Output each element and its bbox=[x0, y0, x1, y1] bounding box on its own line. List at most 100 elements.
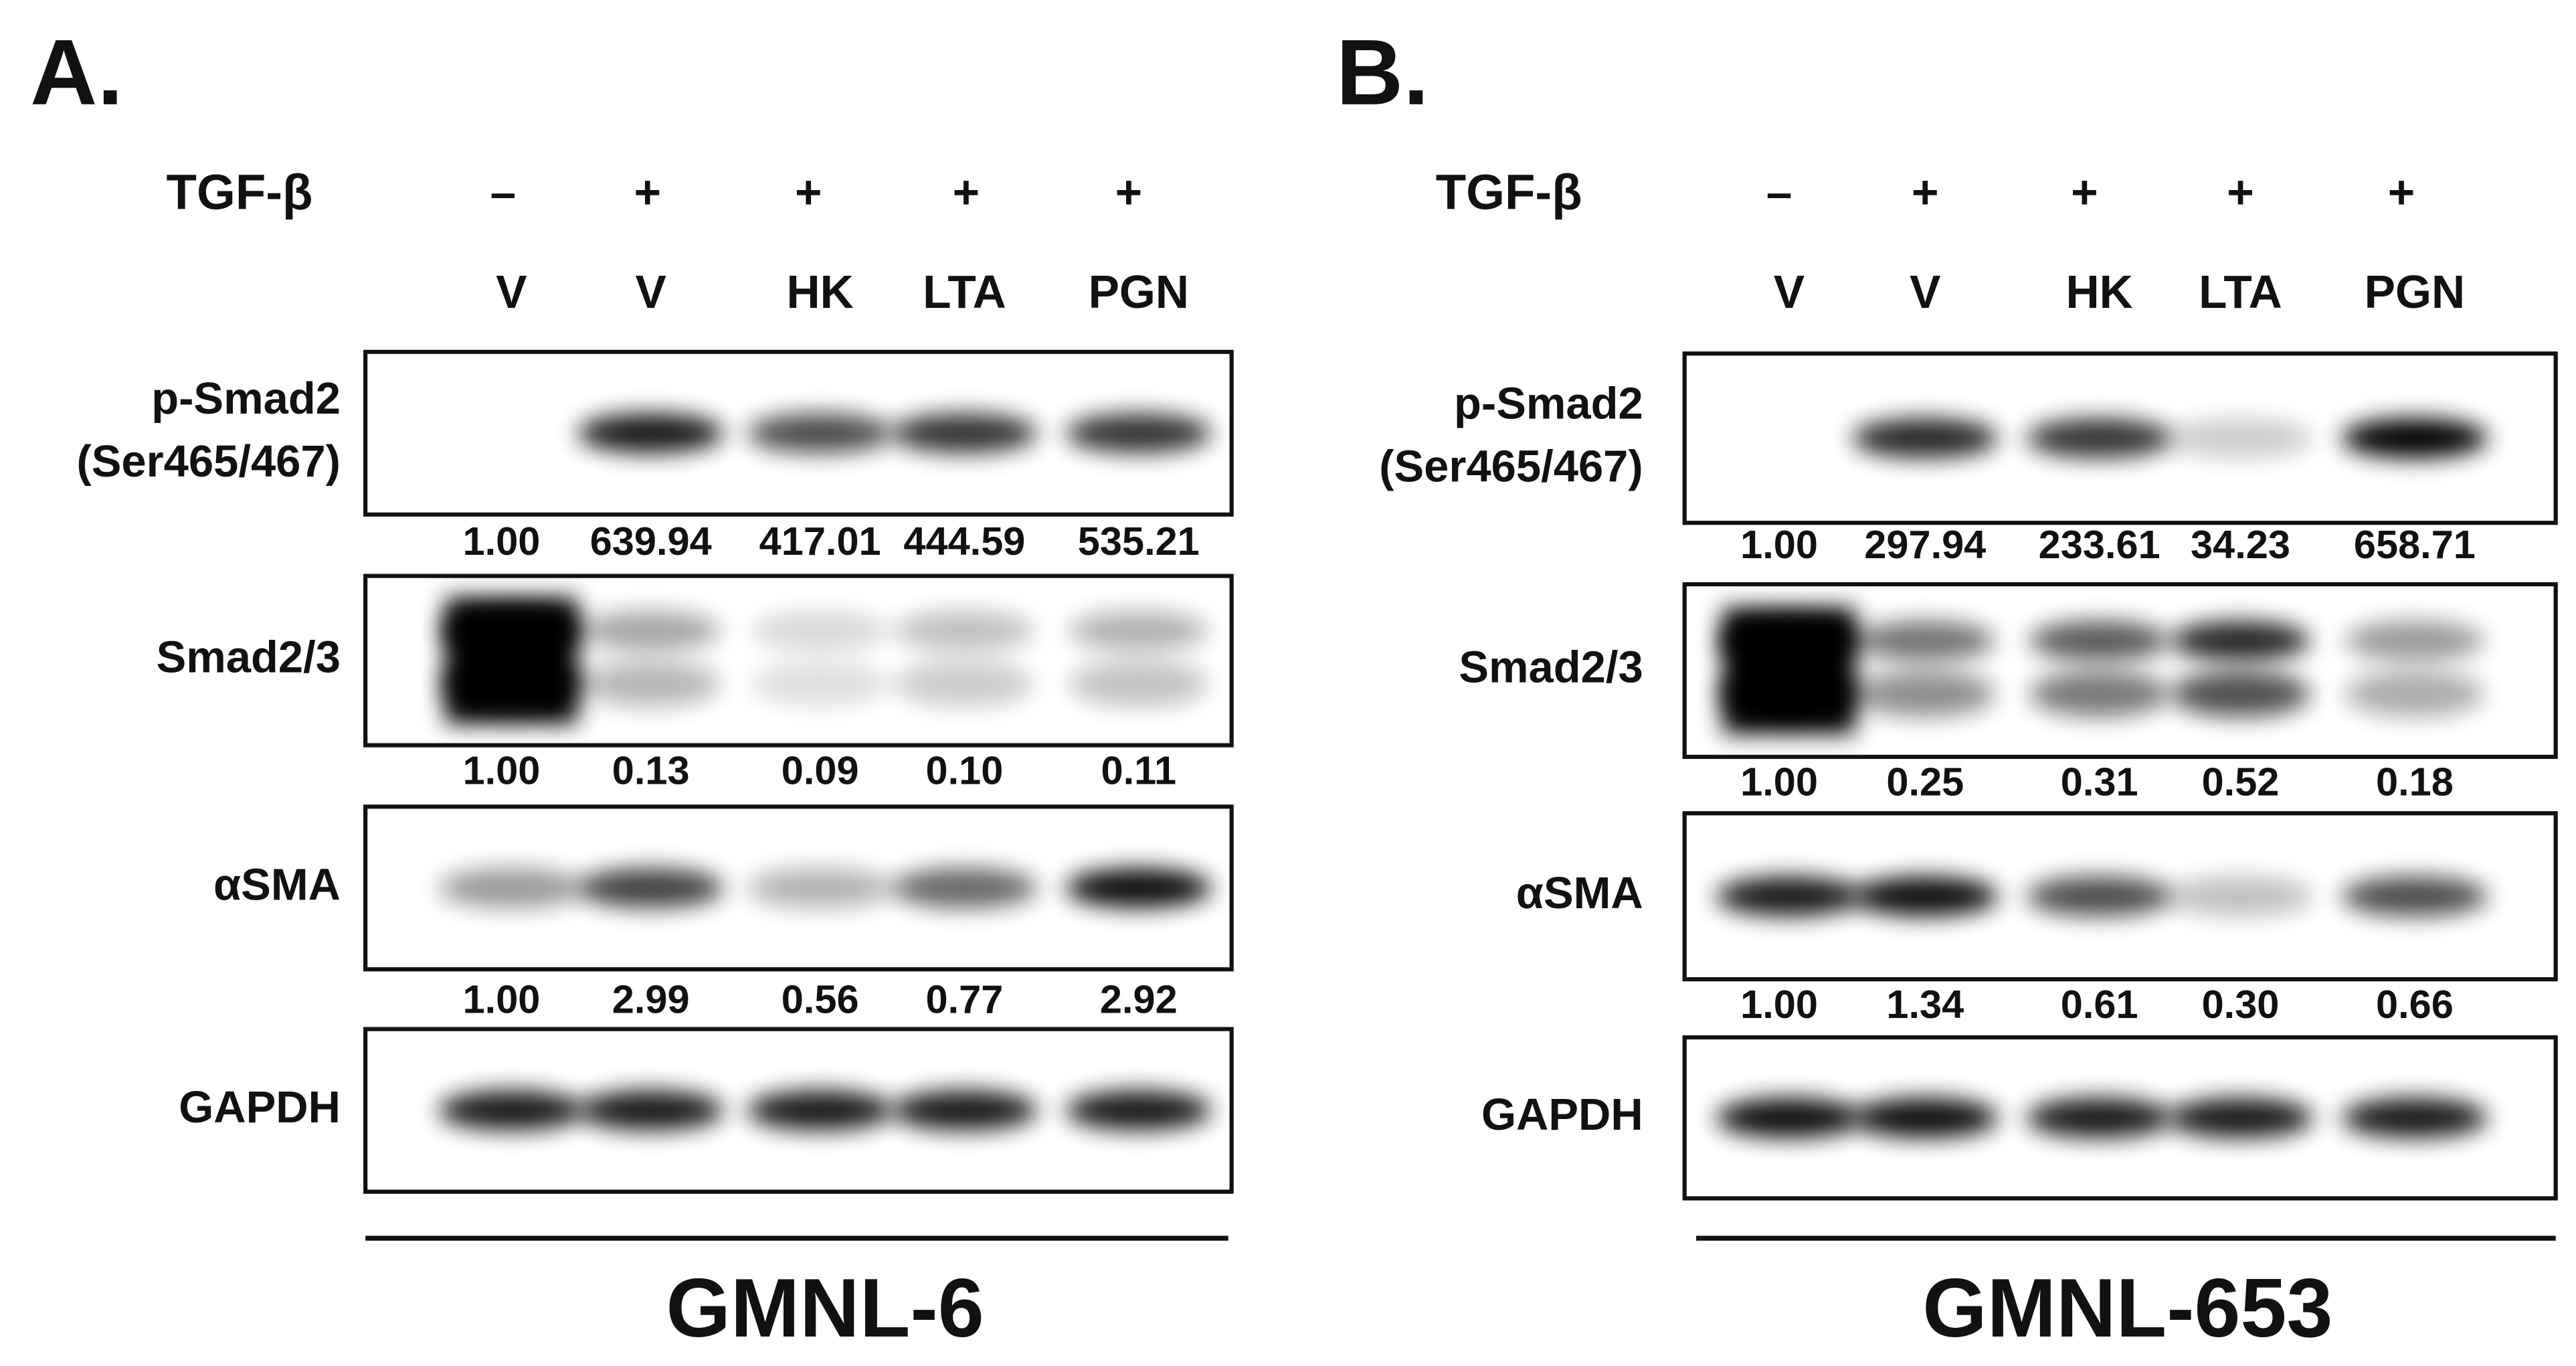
lane-label: LTA bbox=[923, 266, 1006, 318]
quantification: 1.00 bbox=[1740, 982, 1818, 1027]
blot-image bbox=[1719, 607, 2485, 734]
band bbox=[577, 413, 724, 454]
band bbox=[581, 610, 721, 651]
quantification: 0.18 bbox=[2376, 760, 2454, 804]
treatment-sign: + bbox=[2071, 166, 2098, 218]
quantification: 1.00 bbox=[1740, 522, 1818, 567]
band bbox=[1722, 607, 1856, 734]
band bbox=[2344, 670, 2485, 717]
blot-frame bbox=[363, 804, 1234, 972]
treatment-label: TGF-β bbox=[167, 164, 313, 220]
band bbox=[891, 868, 1038, 908]
band bbox=[1855, 620, 1995, 661]
band bbox=[2167, 1098, 2314, 1138]
treatment-sign: – bbox=[1766, 166, 1792, 218]
quantification: 2.92 bbox=[1100, 977, 1178, 1022]
quantification: 0.25 bbox=[1886, 760, 1964, 804]
band bbox=[2026, 418, 2173, 458]
lane-label: PGN bbox=[2365, 266, 2465, 318]
blot-frame bbox=[363, 349, 1234, 517]
band bbox=[1852, 876, 1999, 916]
band bbox=[1852, 1098, 1999, 1138]
quantification: 639.94 bbox=[590, 519, 712, 564]
band bbox=[2167, 876, 2314, 916]
treatment-sign: + bbox=[2227, 166, 2254, 218]
quantification: 0.11 bbox=[1101, 748, 1177, 792]
band bbox=[891, 1090, 1038, 1130]
blot-name: αSMA bbox=[213, 859, 341, 910]
band bbox=[438, 1090, 585, 1130]
band bbox=[2171, 620, 2310, 661]
blot-name: GAPDH bbox=[179, 1082, 341, 1132]
band bbox=[891, 413, 1038, 454]
blot-image bbox=[438, 1090, 1212, 1130]
band bbox=[747, 1090, 893, 1130]
quantification: 0.09 bbox=[781, 748, 859, 792]
band bbox=[2171, 670, 2310, 717]
quantification: 0.56 bbox=[781, 977, 859, 1022]
lane-label: PGN bbox=[1089, 266, 1189, 318]
lane-label: LTA bbox=[2199, 266, 2282, 318]
band bbox=[577, 868, 724, 908]
treatment-sign: + bbox=[795, 166, 822, 218]
quantification: 0.13 bbox=[612, 748, 690, 792]
treatment-sign: + bbox=[1912, 166, 1939, 218]
panel-label: B. bbox=[1336, 21, 1429, 124]
lane-label: V bbox=[636, 266, 666, 318]
blot-name: Smad2/3 bbox=[1459, 643, 1643, 693]
quantification: 297.94 bbox=[1864, 522, 1986, 567]
treatment-sign: + bbox=[953, 166, 980, 218]
band bbox=[2341, 876, 2488, 916]
band bbox=[2341, 1098, 2488, 1138]
quantification: 0.66 bbox=[2376, 982, 2454, 1027]
blot-frame bbox=[1682, 582, 2558, 759]
quantification: 0.10 bbox=[926, 748, 1004, 792]
panel-label: A. bbox=[30, 21, 123, 124]
blot-image bbox=[1716, 876, 2488, 916]
blot-name: Smad2/3 bbox=[157, 632, 341, 683]
band bbox=[2167, 418, 2314, 458]
treatment-sign: + bbox=[2388, 166, 2415, 218]
quantification: 535.21 bbox=[1078, 519, 1200, 564]
treatment-label: TGF-β bbox=[1436, 164, 1582, 220]
blot-image bbox=[438, 868, 1212, 908]
lane-label: HK bbox=[787, 266, 854, 318]
band bbox=[895, 610, 1034, 651]
band bbox=[1069, 610, 1208, 651]
band bbox=[1852, 418, 1999, 458]
band bbox=[1716, 876, 1863, 916]
band bbox=[2029, 620, 2169, 661]
blot-frame bbox=[1682, 1035, 2558, 1201]
quantification: 34.23 bbox=[2191, 522, 2290, 567]
band bbox=[1065, 1090, 1212, 1130]
blot-name: αSMA bbox=[1516, 868, 1643, 918]
band bbox=[1065, 868, 1212, 908]
quantification: 2.99 bbox=[612, 977, 690, 1022]
lane-label: V bbox=[1910, 266, 1940, 318]
quantification: 1.00 bbox=[463, 519, 541, 564]
quantification: 444.59 bbox=[903, 519, 1025, 564]
quantification: 1.00 bbox=[463, 977, 541, 1022]
lane-label: V bbox=[1774, 266, 1805, 318]
quantification: 0.61 bbox=[2061, 982, 2138, 1027]
quantification: 658.71 bbox=[2354, 522, 2476, 567]
blot-frame bbox=[363, 574, 1234, 748]
band bbox=[1855, 670, 1995, 717]
quantification: 0.30 bbox=[2202, 982, 2280, 1027]
blot-image bbox=[1852, 418, 2488, 458]
blot-frame bbox=[1682, 351, 2558, 525]
quantification: 0.52 bbox=[2202, 760, 2280, 804]
band bbox=[1065, 413, 1212, 454]
band bbox=[2026, 876, 2173, 916]
band bbox=[438, 868, 585, 908]
treatment-sign: – bbox=[490, 166, 517, 218]
band bbox=[445, 597, 578, 724]
blot-frame bbox=[363, 1027, 1234, 1194]
band bbox=[581, 661, 721, 707]
blot-image bbox=[1716, 1098, 2488, 1138]
band bbox=[895, 661, 1034, 707]
blot-image bbox=[577, 413, 1212, 454]
cell-line: GMNL-653 bbox=[1922, 1262, 2332, 1355]
blot-name: p-Smad2 bbox=[1454, 378, 1643, 428]
